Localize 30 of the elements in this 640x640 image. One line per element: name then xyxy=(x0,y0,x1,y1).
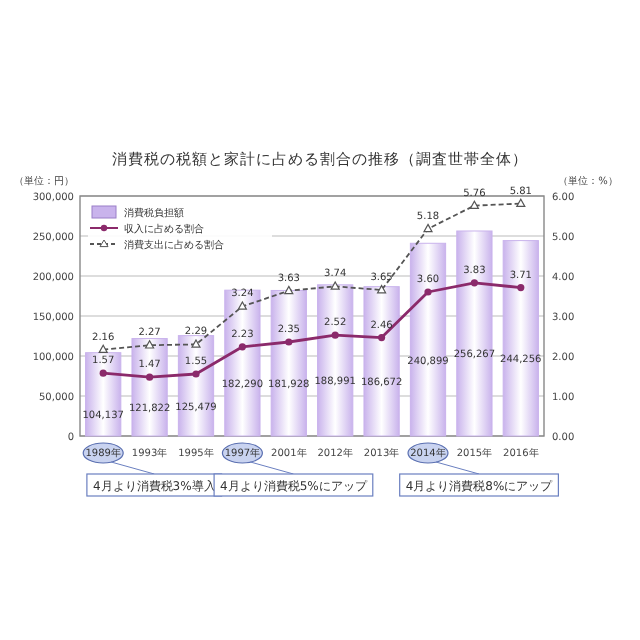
bar xyxy=(502,240,539,437)
point xyxy=(516,198,526,207)
point xyxy=(98,344,108,353)
point xyxy=(284,285,294,295)
bar xyxy=(409,242,447,437)
bar xyxy=(224,289,261,437)
point xyxy=(145,340,155,349)
bar xyxy=(131,338,168,437)
bar xyxy=(85,352,122,437)
point xyxy=(191,339,201,348)
point xyxy=(238,343,246,351)
bar xyxy=(317,284,354,437)
bar xyxy=(270,289,307,437)
point xyxy=(470,279,478,287)
bar xyxy=(456,230,493,437)
point xyxy=(330,281,340,290)
point xyxy=(331,331,339,339)
point xyxy=(517,284,525,292)
point xyxy=(423,223,433,233)
point xyxy=(192,370,200,378)
point xyxy=(378,334,386,342)
point xyxy=(146,373,154,381)
point xyxy=(377,285,387,294)
point xyxy=(469,200,479,209)
bar xyxy=(363,286,400,437)
point xyxy=(424,288,432,296)
point xyxy=(285,338,293,346)
point xyxy=(237,301,247,310)
bar xyxy=(177,335,215,437)
point xyxy=(99,369,107,377)
